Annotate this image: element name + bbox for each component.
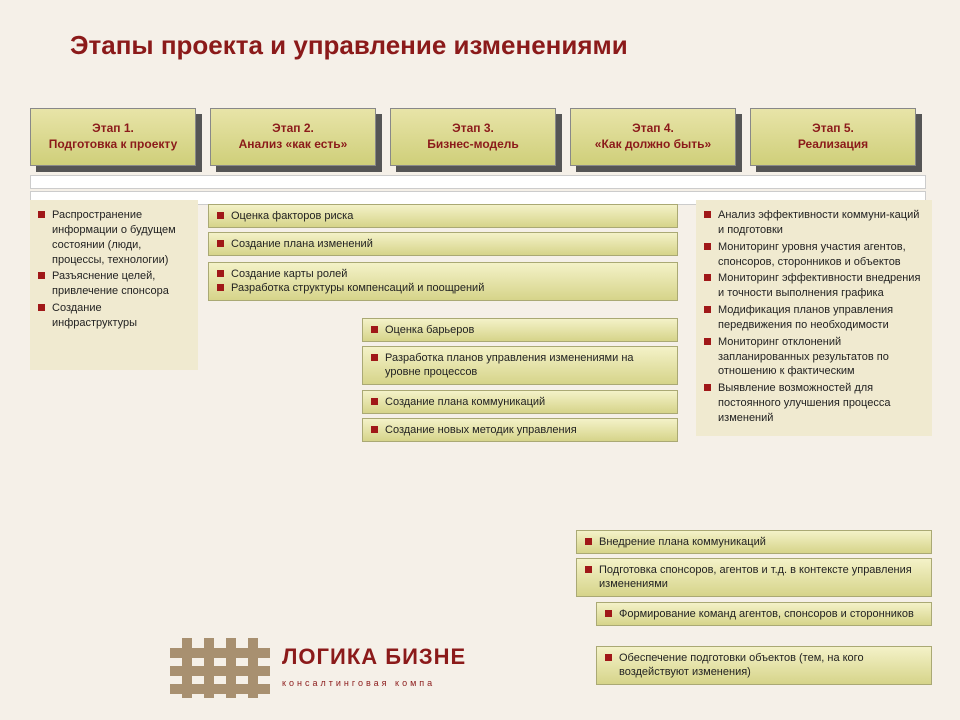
sub-bar-3-item-0: Создание новых методик управления [369,423,669,437]
stage-2: Этап 2. Анализ «как есть» [210,108,376,166]
bottom-bar-1: Подготовка спонсоров, агентов и т.д. в к… [576,558,932,597]
mid-bar-2-item-0: Создание карты ролей [215,267,669,281]
sub-bar-1-item-0: Разработка планов управления изменениями… [369,351,669,380]
stage-2-line2: Анализ «как есть» [239,137,348,153]
mid-bar-0: Оценка факторов риска [208,204,678,228]
page-title: Этапы проекта и управление изменениями [70,30,628,61]
col1-item-1: Разъяснение целей, привлечение спонсора [36,269,188,299]
right-item-1: Мониторинг уровня участия агентов, спонс… [702,240,922,270]
stage-5-line1: Этап 5. [812,121,854,137]
sub-bar-3: Создание новых методик управления [362,418,678,442]
sub-bar-2-item-0: Создание плана коммуникаций [369,395,669,409]
stage-3: Этап 3. Бизнес-модель [390,108,556,166]
right-box: Анализ эффективности коммуни-каций и под… [696,200,932,436]
right-item-2: Мониторинг эффективности внедрения и точ… [702,271,922,301]
mid-bar-2: Создание карты ролей Разработка структур… [208,262,678,301]
mid-bar-2-item-1: Разработка структуры компенсаций и поощр… [215,281,669,295]
sub-bar-0: Оценка барьеров [362,318,678,342]
stage-2-line1: Этап 2. [272,121,314,137]
stage-4-line1: Этап 4. [632,121,674,137]
bottom-bar-0: Внедрение плана коммуникаций [576,530,932,554]
stage-4-line2: «Как должно быть» [595,137,711,153]
right-item-5: Выявление возможностей для постоянного у… [702,381,922,426]
sub-bar-2: Создание плана коммуникаций [362,390,678,414]
sub-bar-1: Разработка планов управления изменениями… [362,346,678,385]
bottom-bar-2: Формирование команд агентов, спонсоров и… [596,602,932,626]
stage-row: Этап 1. Подготовка к проекту Этап 2. Ана… [30,108,916,166]
stage-1-line2: Подготовка к проекту [49,137,178,153]
bottom-bar-2-item-0: Формирование команд агентов, спонсоров и… [603,607,923,621]
mid-bar-1-item-0: Создание плана изменений [215,237,669,251]
stage-3-line1: Этап 3. [452,121,494,137]
stage-1: Этап 1. Подготовка к проекту [30,108,196,166]
right-item-3: Модификация планов управления передвижен… [702,303,922,333]
mid-bar-0-item-0: Оценка факторов риска [215,209,669,223]
col1-item-2: Создание инфраструктуры [36,301,188,331]
mid-bar-1: Создание плана изменений [208,232,678,256]
white-band-1 [30,175,926,189]
stage-1-line1: Этап 1. [92,121,134,137]
col1-box: Распространение информации о будущем сос… [30,200,198,370]
logo-mark-icon [170,638,270,698]
logo-text: ЛОГИКА БИЗНЕ консалтинговая компа [282,646,466,690]
bottom-bar-1-item-0: Подготовка спонсоров, агентов и т.д. в к… [583,563,923,592]
stage-4: Этап 4. «Как должно быть» [570,108,736,166]
sub-bar-0-item-0: Оценка барьеров [369,323,669,337]
logo-subtitle: консалтинговая компа [282,678,435,688]
logo: ЛОГИКА БИЗНЕ консалтинговая компа [170,638,466,698]
stage-5: Этап 5. Реализация [750,108,916,166]
col1-item-0: Распространение информации о будущем сос… [36,208,188,267]
bottom-bar-3-item-0: Обеспечение подготовки объектов (тем, на… [603,651,923,680]
stage-3-line2: Бизнес-модель [427,137,519,153]
right-item-0: Анализ эффективности коммуни-каций и под… [702,208,922,238]
bottom-bar-0-item-0: Внедрение плана коммуникаций [583,535,923,549]
right-item-4: Мониторинг отклонений запланированных ре… [702,335,922,380]
bottom-bar-3: Обеспечение подготовки объектов (тем, на… [596,646,932,685]
stage-5-line2: Реализация [798,137,868,153]
